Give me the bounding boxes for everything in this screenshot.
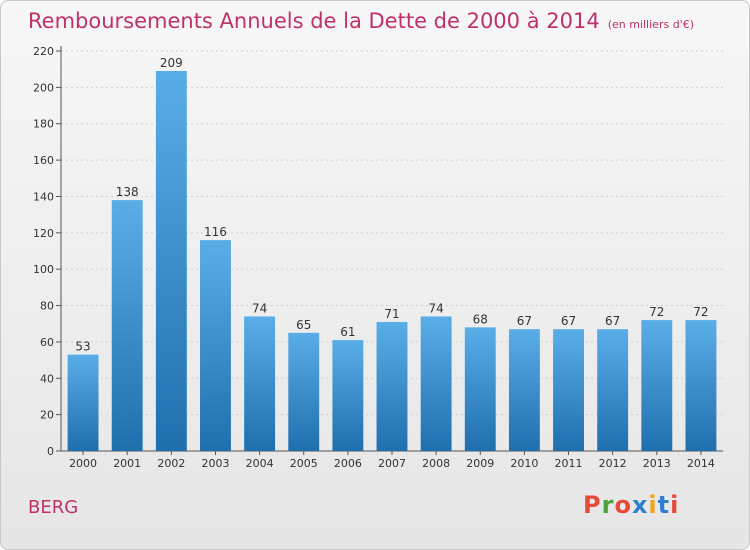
data-label: 74: [252, 301, 267, 315]
x-tick-label: 2007: [378, 457, 406, 470]
y-tick-labels: 0 20 40 60 80 100 120 140 160 180 200 220: [33, 45, 54, 458]
chart-title: Remboursements Annuels de la Dette de 20…: [28, 9, 694, 33]
chart-unit: (en milliers d'€): [607, 18, 694, 31]
data-label: 65: [296, 318, 311, 332]
bar-2000: [67, 354, 99, 451]
x-tick-label: 2008: [422, 457, 450, 470]
logo-letter: r: [601, 491, 615, 519]
logo-letter: x: [631, 491, 649, 519]
bar-2002: [155, 71, 187, 451]
bar-2001: [111, 200, 143, 451]
bars: [67, 71, 717, 451]
x-tick-label: 2002: [157, 457, 185, 470]
data-label: 209: [160, 56, 183, 70]
x-tick-label: 2001: [113, 457, 141, 470]
bar-2007: [376, 321, 408, 451]
y-tick-label: 120: [33, 227, 54, 240]
bar-2006: [332, 340, 364, 451]
x-tick-label: 2013: [643, 457, 671, 470]
logo-letter: t: [657, 491, 671, 519]
x-tick-label: 2011: [555, 457, 583, 470]
data-label: 53: [75, 340, 90, 354]
y-tick-label: 180: [33, 118, 54, 131]
bar-2008: [420, 316, 452, 451]
proxiti-logo[interactable]: Proxiti: [583, 491, 679, 519]
x-tick-labels: 2000 2001 2002 2003 2004 2005 2006 2007 2008 2009…: [69, 457, 715, 470]
data-label: 71: [384, 307, 399, 321]
logo-letter: i: [670, 491, 680, 519]
x-tick-label: 2003: [201, 457, 229, 470]
x-tick-label: 2014: [687, 457, 715, 470]
data-label: 116: [204, 225, 227, 239]
y-tick-label: 60: [40, 336, 54, 349]
data-label: 72: [649, 305, 664, 319]
bar-2003: [200, 240, 231, 451]
x-tick-label: 2012: [599, 457, 627, 470]
y-tick-label: 160: [33, 154, 54, 167]
logo-letter: o: [614, 491, 632, 519]
bar-2009: [464, 327, 496, 451]
y-tick-label: 0: [47, 445, 54, 458]
y-tick-label: 20: [40, 409, 54, 422]
data-label: 67: [561, 314, 576, 328]
bar-2012: [597, 329, 629, 451]
y-tick-label: 200: [33, 81, 54, 94]
data-labels: 53 138 209 116 74 65 61 71 74 68 67 67 67 72 72: [75, 56, 708, 354]
y-tick-label: 100: [33, 263, 54, 276]
x-tick-label: 2010: [510, 457, 538, 470]
y-tick-label: 140: [33, 190, 54, 203]
x-tick-label: 2006: [334, 457, 362, 470]
bar-2013: [641, 320, 673, 451]
bar-2011: [553, 329, 584, 451]
data-label: 68: [473, 312, 488, 326]
y-tick-label: 40: [40, 372, 54, 385]
y-tick-label: 220: [33, 45, 54, 58]
x-tick-label: 2004: [246, 457, 274, 470]
data-label: 74: [428, 301, 443, 315]
logo-letter: P: [583, 491, 602, 519]
commune-name: BERG: [28, 497, 79, 518]
bar-2010: [508, 329, 540, 451]
x-tick-label: 2000: [69, 457, 97, 470]
chart-title-text: Remboursements Annuels de la Dette de 20…: [28, 9, 600, 33]
data-label: 67: [517, 314, 532, 328]
data-label: 138: [116, 185, 139, 199]
bar-2005: [288, 332, 320, 451]
x-tick-label: 2009: [466, 457, 494, 470]
data-label: 67: [605, 314, 620, 328]
bar-2014: [685, 320, 717, 451]
x-tick-label: 2005: [290, 457, 318, 470]
bar-2004: [244, 316, 276, 451]
logo-letter: i: [648, 491, 658, 519]
data-label: 72: [693, 305, 708, 319]
y-tick-label: 80: [40, 300, 54, 313]
data-label: 61: [340, 325, 355, 339]
